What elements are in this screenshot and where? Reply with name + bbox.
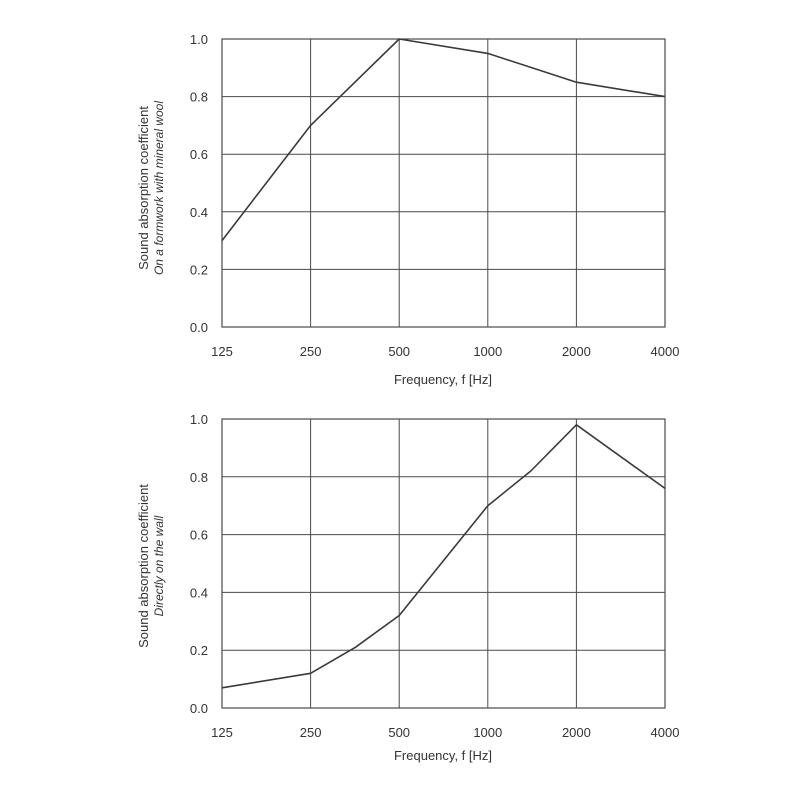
chart-1-ytick-label: 0.8 — [190, 90, 208, 105]
chart-1-ytick-label: 0.4 — [190, 205, 208, 220]
chart-1-xlabel: Frequency, f [Hz] — [394, 372, 492, 387]
chart-2-ytick-label: 0.0 — [190, 701, 208, 716]
chart-1-ylabel-sub: On a formwork with mineral wool — [152, 101, 166, 275]
chart-2-xtick-label: 500 — [388, 725, 410, 740]
chart-2-plot-frame — [221, 418, 666, 709]
chart-1-ytick-label: 1.0 — [190, 32, 208, 47]
chart-1-series-line — [221, 38, 666, 242]
chart-1: Sound absorption coefficient On a formwo… — [136, 32, 679, 387]
chart-1-xtick-label: 1000 — [473, 344, 502, 359]
chart-1-xtick-label: 4000 — [651, 344, 680, 359]
chart-1-ytick-label: 0.2 — [190, 262, 208, 277]
chart-1-xtick-label: 500 — [388, 344, 410, 359]
chart-2-xtick-label: 1000 — [473, 725, 502, 740]
chart-2-xtick-label: 250 — [300, 725, 322, 740]
chart-2-xlabel: Frequency, f [Hz] — [394, 748, 492, 763]
chart-1-xtick-label: 125 — [211, 344, 233, 359]
chart-1-ytick-label: 0.0 — [190, 320, 208, 335]
chart-2-series-line — [221, 423, 666, 689]
chart-2-ytick-label: 1.0 — [190, 412, 208, 427]
chart-1-plot-frame — [221, 38, 666, 328]
chart-2-xtick-label: 125 — [211, 725, 233, 740]
chart-1-xtick-label: 250 — [300, 344, 322, 359]
chart-2-ylabel: Sound absorption coefficient — [136, 484, 151, 648]
chart-2-xtick-label: 4000 — [651, 725, 680, 740]
chart-2-ylabel-sub: Directly on the wall — [152, 515, 166, 616]
chart-2-ytick-label: 0.2 — [190, 643, 208, 658]
chart-2-ytick-label: 0.4 — [190, 585, 208, 600]
chart-2: Sound absorption coefficient Directly on… — [136, 412, 679, 763]
chart-2-xtick-label: 2000 — [562, 725, 591, 740]
chart-1-xtick-label: 2000 — [562, 344, 591, 359]
chart-1-ylabel: Sound absorption coefficient — [136, 106, 151, 270]
chart-2-ytick-label: 0.6 — [190, 528, 208, 543]
chart-2-ytick-label: 0.8 — [190, 470, 208, 485]
chart-1-ytick-label: 0.6 — [190, 147, 208, 162]
